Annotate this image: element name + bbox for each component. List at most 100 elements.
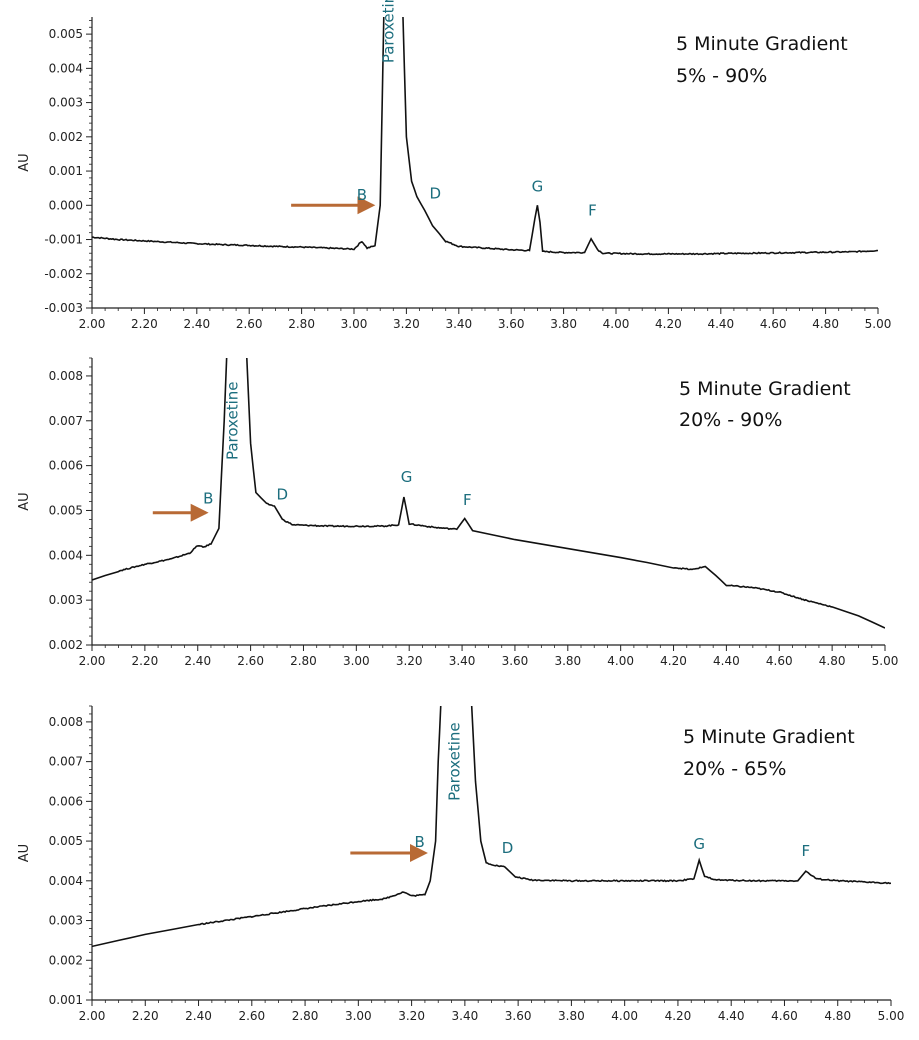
x-tick-label: 3.80 — [554, 654, 581, 668]
peak-label-b: B — [414, 833, 424, 851]
x-tick-label: 3.80 — [558, 1009, 585, 1023]
y-axis-label: AU — [17, 844, 32, 862]
y-tick-label: 0.001 — [49, 164, 83, 178]
x-tick-label: 5.00 — [865, 317, 892, 331]
x-tick-label: 2.60 — [237, 654, 264, 668]
x-tick-label: 3.00 — [345, 1009, 372, 1023]
x-tick-label: 3.60 — [498, 317, 525, 331]
peak-label-b: B — [357, 186, 367, 204]
x-tick-label: 2.20 — [131, 317, 158, 331]
y-tick-label: 0.001 — [49, 993, 83, 1007]
x-tick-label: 3.40 — [449, 654, 476, 668]
chromatogram-trace — [92, 706, 891, 948]
y-tick-label: 0.002 — [49, 130, 83, 144]
x-tick-label: 2.80 — [292, 1009, 319, 1023]
x-tick-label: 2.40 — [184, 654, 211, 668]
y-tick-label: 0.003 — [49, 96, 83, 110]
y-tick-label: -0.002 — [44, 267, 83, 281]
x-tick-label: 3.40 — [445, 317, 472, 331]
x-tick-label: 2.20 — [132, 654, 159, 668]
chromatogram-panel-5-90: 2.00 2.20 2.40 2.60 2.80 3.00 3.20 3.40 3.60 3.80… — [17, 0, 891, 331]
peak-label-d: D — [277, 485, 289, 503]
x-tick-label: 2.40 — [185, 1009, 212, 1023]
x-tick-label: 3.20 — [393, 317, 420, 331]
gradient-title: 5 Minute Gradient — [679, 378, 851, 400]
x-tick-label: 3.00 — [341, 317, 368, 331]
peak-label-paroxetine: Paroxetine — [379, 0, 397, 63]
x-tick-label: 4.20 — [665, 1009, 692, 1023]
y-tick-label: 0.002 — [49, 953, 83, 967]
gradient-range: 20% - 90% — [679, 409, 782, 431]
y-tick-label: 0.007 — [49, 755, 83, 769]
peak-label-d: D — [502, 839, 514, 857]
x-tick-label: 4.60 — [771, 1009, 798, 1023]
x-tick-label: 4.00 — [611, 1009, 638, 1023]
peak-label-g: G — [693, 835, 705, 853]
x-tick-label: 4.40 — [718, 1009, 745, 1023]
y-tick-label: 0.003 — [49, 914, 83, 928]
y-tick-label: 0.008 — [49, 715, 83, 729]
x-tick-label: 4.60 — [766, 654, 793, 668]
y-tick-label: 0.005 — [49, 27, 83, 41]
peak-label-f: F — [463, 491, 472, 509]
chromatogram-panel-20-65: 2.00 2.20 2.40 2.60 2.80 3.00 3.20 3.40 3.60 3.80… — [17, 705, 905, 1023]
y-tick-label: 0.000 — [49, 198, 83, 212]
y-tick-label: 0.005 — [49, 834, 83, 848]
peak-label-f: F — [801, 842, 810, 860]
x-tick-label: 4.40 — [707, 317, 734, 331]
y-tick-label: -0.003 — [44, 301, 83, 315]
x-tick-label: 2.80 — [290, 654, 317, 668]
peak-label-f: F — [588, 202, 597, 220]
x-tick-label: 4.80 — [824, 1009, 851, 1023]
gradient-range: 5% - 90% — [676, 65, 767, 87]
x-tick-label: 3.60 — [502, 654, 529, 668]
x-tick-label: 2.60 — [236, 317, 263, 331]
peak-label-g: G — [401, 468, 413, 486]
x-tick-label: 2.20 — [132, 1009, 159, 1023]
y-tick-label: 0.004 — [49, 874, 83, 888]
x-tick-label: 4.20 — [660, 654, 687, 668]
y-tick-label: 0.004 — [49, 548, 83, 562]
y-axis-label: AU — [17, 492, 32, 510]
peak-label-b: B — [203, 490, 213, 508]
x-tick-label: 4.60 — [760, 317, 787, 331]
x-tick-label: 3.60 — [505, 1009, 532, 1023]
y-tick-label: 0.005 — [49, 503, 83, 517]
x-tick-label: 5.00 — [878, 1009, 905, 1023]
x-tick-label: 4.00 — [603, 317, 630, 331]
y-tick-label: 0.003 — [49, 593, 83, 607]
x-tick-label: 4.00 — [607, 654, 634, 668]
x-tick-label: 2.40 — [183, 317, 210, 331]
x-tick-label: 4.80 — [812, 317, 839, 331]
x-tick-label: 2.00 — [79, 1009, 106, 1023]
x-tick-label: 2.00 — [79, 654, 106, 668]
gradient-range: 20% - 65% — [683, 758, 786, 780]
y-tick-label: 0.006 — [49, 794, 83, 808]
x-tick-label: 3.00 — [343, 654, 370, 668]
y-tick-label: 0.007 — [49, 414, 83, 428]
chromatogram-panel-20-90: 2.00 2.20 2.40 2.60 2.80 3.00 3.20 3.40 3.60 3.80… — [17, 357, 899, 668]
chromatogram-trace — [92, 358, 885, 629]
gradient-title: 5 Minute Gradient — [683, 726, 855, 748]
x-tick-label: 3.20 — [396, 654, 423, 668]
x-tick-label: 4.40 — [713, 654, 740, 668]
x-tick-label: 2.00 — [79, 317, 106, 331]
x-tick-label: 3.40 — [452, 1009, 479, 1023]
peak-label-g: G — [532, 178, 544, 196]
x-tick-label: 3.80 — [550, 317, 577, 331]
y-tick-label: 0.006 — [49, 459, 83, 473]
y-tick-label: 0.008 — [49, 369, 83, 383]
x-tick-label: 4.80 — [819, 654, 846, 668]
peak-label-d: D — [429, 184, 441, 202]
x-tick-label: 5.00 — [872, 654, 899, 668]
chromatogram-trace — [92, 17, 878, 256]
x-tick-label: 3.20 — [398, 1009, 425, 1023]
x-tick-label: 4.20 — [655, 317, 682, 331]
y-tick-label: 0.004 — [49, 61, 83, 75]
y-tick-label: -0.001 — [44, 233, 83, 247]
gradient-title: 5 Minute Gradient — [676, 33, 848, 55]
y-tick-label: 0.002 — [49, 638, 83, 652]
y-axis-label: AU — [17, 153, 32, 171]
peak-label-paroxetine: Paroxetine — [446, 722, 464, 801]
